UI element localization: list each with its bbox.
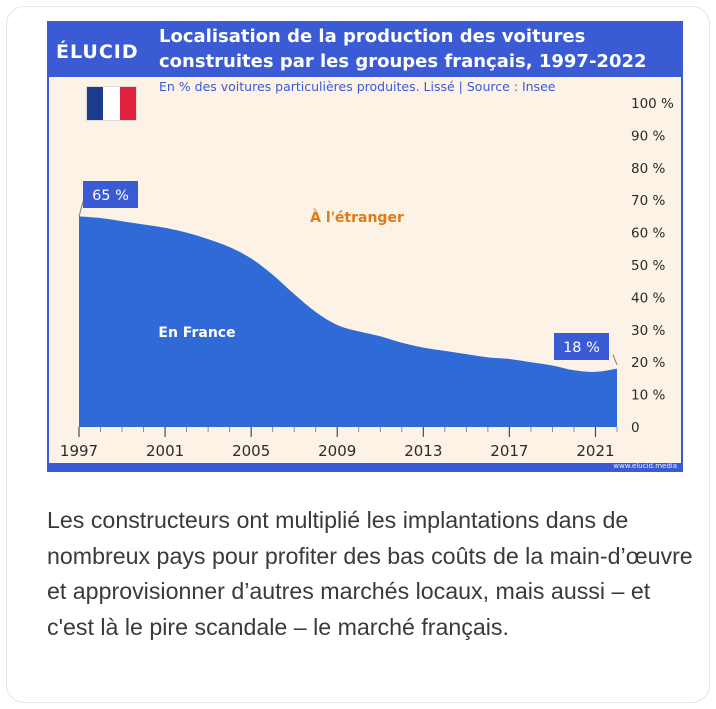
chart-title-line-2: construites par les groupes français, 19… [159,51,647,72]
post-card: ÉLUCID Localisation de la production des… [6,6,710,703]
chart-figure: ÉLUCID Localisation de la production des… [47,21,683,472]
x-tick-label-2001: 2001 [146,442,184,460]
chart-subtitle: En % des voitures particulières produite… [159,79,556,94]
chart-title: Localisation de la production des voitur… [153,21,683,77]
x-tick-label-2021: 2021 [576,442,614,460]
flag-stripe-red [119,87,136,120]
y-tick-label-30: 30 % [631,323,665,339]
x-tick-label-2013: 2013 [404,442,442,460]
area-chart: 1997 2001 2005 2009 2013 2017 2021 0 10 % 20 % 30 … [49,96,681,463]
annotation-label-end: 18 % [563,340,600,356]
y-tick-label-90: 90 % [631,128,665,144]
series-area-en-france [79,216,617,427]
y-tick-label-60: 60 % [631,226,665,242]
y-tick-label-70: 70 % [631,193,665,209]
series-label-a-letranger: À l'étranger [310,209,404,226]
y-tick-label-20: 20 % [631,355,665,371]
chart-title-line-1: Localisation de la production des voitur… [159,26,586,47]
y-tick-label-40: 40 % [631,290,665,306]
series-label-en-france: En France [158,325,235,341]
y-tick-label-80: 80 % [631,161,665,177]
x-tick-label-2005: 2005 [232,442,270,460]
annotation-leader-end [612,354,618,365]
annotation-box-start [83,181,138,208]
flag-stripe-white [103,87,120,120]
x-tick-label-2009: 2009 [318,442,356,460]
flag-stripe-blue [87,87,104,120]
elucid-logo: ÉLUCID [56,41,139,63]
french-flag-icon [87,87,136,120]
annotation-label-start: 65 % [92,188,129,204]
x-tick-label-2017: 2017 [490,442,528,460]
annotation-box-end [554,333,609,360]
source-url: www.elucid.media [613,462,677,470]
x-tick-label-1997: 1997 [60,442,98,460]
post-caption: Les constructeurs ont multiplié les impl… [47,507,693,640]
y-tick-label-10: 10 % [631,388,665,404]
x-axis-strip [49,427,681,463]
y-tick-label-50: 50 % [631,258,665,274]
y-tick-label-0: 0 [631,420,640,436]
y-tick-label-100: 100 % [631,96,674,112]
